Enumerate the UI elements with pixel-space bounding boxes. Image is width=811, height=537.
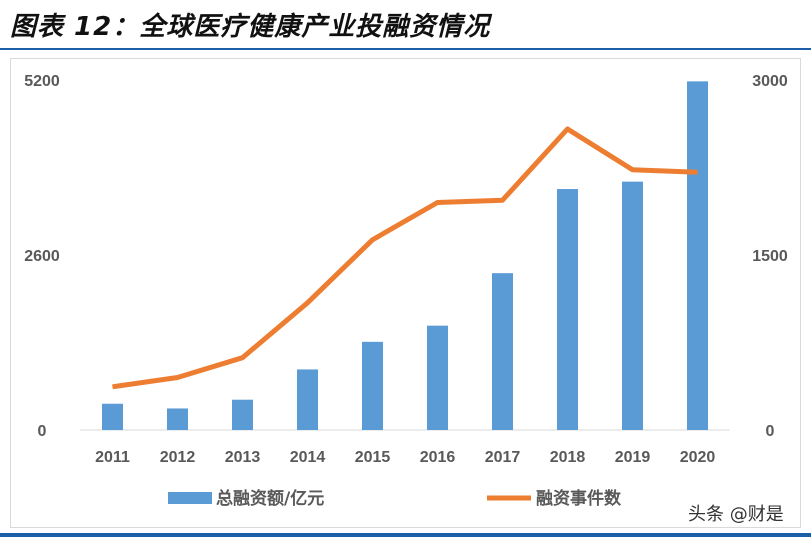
x-axis: 2011 2012 2013 2014 2015 2016 2017 2018 2019 2020	[95, 449, 715, 466]
bar	[687, 81, 708, 430]
right-tick-label: 3000	[752, 73, 788, 90]
x-tick-label: 2017	[485, 449, 521, 466]
watermark-text: 头条 @财是	[688, 504, 784, 525]
bar-series	[102, 81, 708, 430]
x-tick-label: 2011	[95, 449, 130, 466]
right-axis: 3000 1500 0	[752, 73, 788, 440]
legend-line-label: 融资事件数	[536, 488, 622, 509]
x-tick-label: 2016	[420, 449, 456, 466]
x-tick-label: 2019	[615, 449, 651, 466]
bar	[492, 273, 513, 430]
bar	[557, 189, 578, 430]
x-tick-label: 2012	[160, 449, 196, 466]
bar	[427, 325, 448, 430]
page-title: 图表 12：全球医疗健康产业投融资情况	[10, 12, 491, 42]
legend-bar-swatch	[168, 492, 212, 504]
legend: 总融资额/亿元 融资事件数	[168, 488, 622, 509]
x-tick-label: 2015	[355, 449, 391, 466]
x-tick-label: 2018	[550, 449, 586, 466]
title-underline	[0, 48, 811, 50]
bar	[362, 341, 383, 430]
chart-frame	[10, 58, 801, 528]
left-tick-label: 5200	[24, 73, 60, 90]
bar	[297, 369, 318, 430]
x-tick-label: 2020	[680, 449, 716, 466]
bar	[232, 399, 253, 430]
left-tick-label: 0	[38, 423, 47, 440]
left-axis: 5200 2600 0	[24, 73, 60, 440]
right-tick-label: 0	[766, 423, 775, 440]
left-tick-label: 2600	[24, 248, 60, 265]
bottom-rule	[0, 533, 811, 537]
legend-bar-label: 总融资额/亿元	[216, 488, 324, 509]
title-bar: 图表 12：全球医疗健康产业投融资情况	[0, 0, 811, 50]
x-tick-label: 2013	[225, 449, 261, 466]
bar	[167, 408, 188, 430]
right-tick-label: 1500	[752, 248, 788, 265]
line-series	[112, 126, 698, 390]
x-tick-label: 2014	[290, 449, 326, 466]
bar	[622, 181, 643, 430]
bar	[102, 403, 123, 430]
